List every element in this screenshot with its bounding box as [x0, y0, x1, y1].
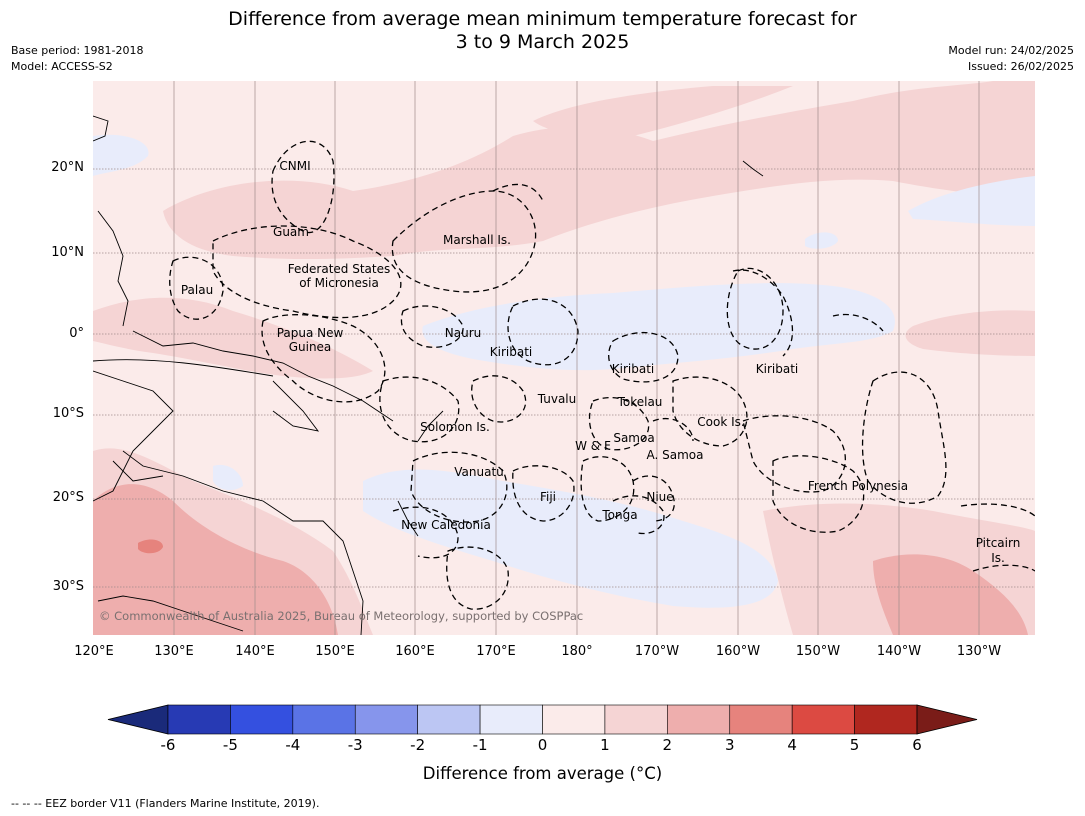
colorbar-tick-label: -2 [410, 736, 426, 754]
place-label: CNMI [279, 159, 311, 173]
place-label: Fiji [539, 490, 557, 504]
place-label: of Micronesia [299, 276, 379, 290]
colorbar-cells [167, 704, 918, 735]
place-label: Guam [273, 225, 309, 239]
place-label: Niue [646, 490, 674, 504]
issued-date: Issued: 26/02/2025 [967, 60, 1074, 73]
colorbar-extend-high [916, 704, 978, 735]
map-panel: CNMI Guam Marshall Is. Federated States … [93, 81, 1035, 635]
colorbar-cell [167, 704, 231, 735]
colorbar-cell [791, 704, 855, 735]
place-label: Marshall Is. [443, 233, 511, 247]
colorbar-cell [292, 704, 356, 735]
map-copyright: © Commonwealth of Australia 2025, Bureau… [99, 609, 584, 623]
place-label: Solomon Is. [420, 420, 490, 434]
lon-label: 170°W [634, 644, 680, 659]
colorbar-tick-label: 5 [849, 736, 860, 754]
colorbar-label: Difference from average (°C) [422, 764, 663, 783]
meta-right: Model run: 24/02/2025 Issued: 26/02/2025 [948, 43, 1074, 75]
lon-label: 160°E [395, 644, 435, 659]
model-name: Model: ACCESS-S2 [11, 60, 113, 73]
lon-label: 130°W [956, 644, 1002, 659]
place-label: Kiribati [611, 362, 655, 376]
place-label: Federated States [287, 262, 391, 276]
colorbar-extend-low [107, 704, 169, 735]
colorbar-tick-label: 0 [537, 736, 548, 754]
coastlines [93, 115, 764, 635]
eez-borders [169, 140, 1035, 610]
lat-label: 20°N [51, 160, 84, 175]
colorbar-tick-label: 2 [662, 736, 673, 754]
lon-label: 150°E [315, 644, 355, 659]
meta-left: Base period: 1981-2018 Model: ACCESS-S2 [11, 43, 143, 75]
place-label: W & F [575, 439, 611, 453]
anomaly-map [93, 81, 1035, 635]
lon-label: 170°E [476, 644, 516, 659]
place-label: Kiribati [755, 362, 799, 376]
place-label: Tonga [602, 508, 638, 522]
lat-label: 0° [69, 326, 84, 341]
colorbar-tick-label: 4 [787, 736, 797, 754]
title-line-2: 3 to 9 March 2025 [455, 31, 630, 53]
latitude-lines [93, 168, 1035, 588]
place-label: Is. [991, 551, 1005, 565]
base-period: Base period: 1981-2018 [11, 44, 144, 57]
colorbar-cell [667, 704, 731, 735]
lat-label: 10°N [51, 245, 84, 260]
place-label: Palau [180, 283, 214, 297]
colorbar-tick-label: -5 [222, 736, 238, 754]
colorbar-tick-label: -1 [472, 736, 488, 754]
place-label: Nauru [444, 326, 482, 340]
place-label: Tuvalu [537, 392, 577, 406]
place-label: Cook Is. [697, 415, 745, 429]
colorbar-tick-label: 6 [912, 736, 922, 754]
colorbar-cell [479, 704, 543, 735]
place-label: Guinea [288, 340, 332, 354]
colorbar-cell [230, 704, 294, 735]
colorbar-cell [604, 704, 668, 735]
place-label: Samoa [613, 431, 655, 445]
lat-label: 10°S [52, 406, 84, 421]
lon-label: 140°E [235, 644, 275, 659]
graticule [173, 81, 980, 635]
place-label: Vanuatu [454, 465, 504, 479]
colorbar-tick-label: 1 [600, 736, 610, 754]
title-line-1: Difference from average mean minimum tem… [228, 8, 857, 30]
place-label: Tokelau [617, 395, 663, 409]
lon-label: 150°W [795, 644, 841, 659]
place-label: Kiribati [489, 345, 533, 359]
colorbar-tick-label: -3 [347, 736, 363, 754]
anomaly-fill [93, 81, 1035, 635]
colorbar-cell [417, 704, 481, 735]
lon-label: 160°W [715, 644, 761, 659]
model-run: Model run: 24/02/2025 [948, 44, 1074, 57]
colorbar-cell [729, 704, 793, 735]
colorbar-cell [542, 704, 606, 735]
lat-label: 30°S [52, 579, 84, 594]
place-label: New Caledonia [401, 518, 491, 532]
place-label: Pitcairn [975, 536, 1021, 550]
colorbar [107, 704, 978, 735]
lon-label: 130°E [154, 644, 194, 659]
colorbar-tick-label: -6 [160, 736, 176, 754]
place-label: A. Samoa [646, 448, 704, 462]
lon-label: 120°E [74, 644, 114, 659]
lat-label: 20°S [52, 490, 84, 505]
footnote: -- -- -- EEZ border V11 (Flanders Marine… [11, 797, 320, 810]
place-label: Papua New [276, 326, 344, 340]
chart-title: Difference from average mean minimum tem… [0, 8, 1085, 54]
colorbar-cell [354, 704, 418, 735]
colorbar-tick-label: 3 [724, 736, 735, 754]
colorbar-cell [854, 704, 918, 735]
lon-label: 180° [561, 644, 593, 659]
place-label: French Polynesia [807, 479, 909, 493]
colorbar-tick-label: -4 [285, 736, 301, 754]
lon-label: 140°W [876, 644, 922, 659]
